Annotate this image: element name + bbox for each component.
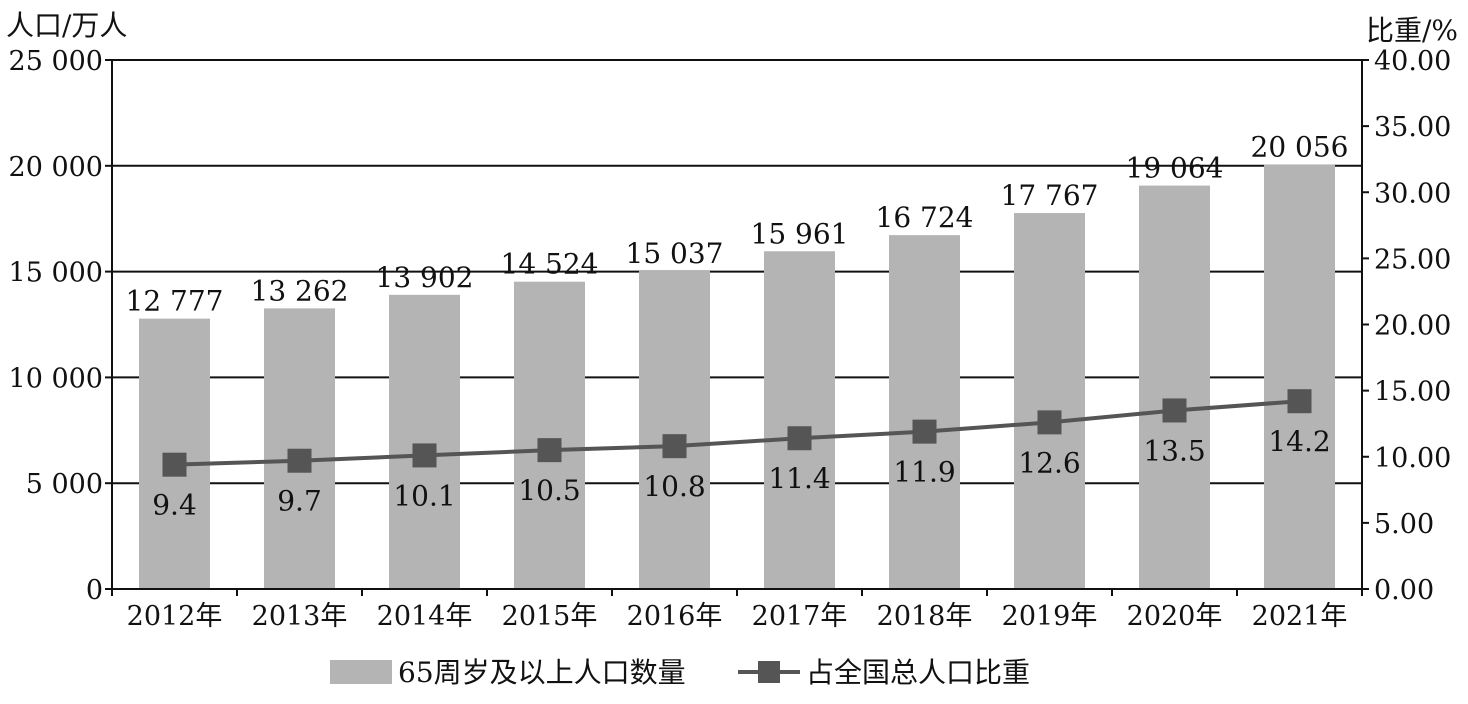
bar [889,235,960,589]
y-axis-title: 人口/万人 [6,9,127,42]
line-value-label: 10.1 [393,479,455,512]
y2-tick-label: 35.00 [1374,112,1451,143]
y2-axis-title: 比重/% [1366,14,1458,47]
line-data-labels: 9.4 9.7 10.1 10.5 10.8 11.4 11.9 12.6 13.5 14.2 [152,425,1330,521]
x-tick-label: 2018年 [877,601,973,632]
y-tick-label: 10 000 [9,363,103,394]
x-tick-label: 2014年 [377,601,473,632]
x-tick-label: 2020年 [1127,601,1223,632]
bar-value-label: 17 767 [1001,179,1099,212]
line-marker [1287,389,1312,414]
line-marker [412,443,437,468]
line-value-label: 12.6 [1018,446,1080,479]
legend-line-marker [758,661,780,683]
bar-data-labels: 12 777 13 262 13 902 14 524 15 037 15 961 16 7… [126,131,1349,318]
y2-tick-label: 20.00 [1374,311,1451,342]
bar-value-label: 16 724 [876,201,974,234]
y2-tick-label: 15.00 [1374,377,1451,408]
legend-bar-swatch [330,660,392,684]
x-tick-label: 2015年 [502,601,598,632]
line-marker [912,419,937,444]
line-value-label: 13.5 [1143,434,1205,467]
line-value-label: 11.9 [893,456,955,489]
bar [514,281,585,589]
x-tick-label: 2013年 [252,601,348,632]
y2-tick-label: 30.00 [1374,178,1451,209]
legend-bar-label: 65周岁及以上人口数量 [398,656,686,689]
line-value-label: 10.8 [643,470,705,503]
line-path [174,399,1300,467]
x-tick-label: 2019年 [1002,601,1098,632]
bar [1139,185,1210,589]
legend: 65周岁及以上人口数量 占全国总人口比重 [330,656,1030,689]
line-marker [1037,410,1062,435]
bar [389,294,460,589]
x-tick-label: 2012年 [127,601,223,632]
line-value-label: 9.7 [277,485,322,518]
y-tick-label: 0 [86,575,103,606]
bar-value-label: 12 777 [126,285,224,318]
bar-value-label: 20 056 [1251,131,1349,164]
bar-value-label: 15 037 [626,237,724,270]
y2-axis-ticks: 0.00 5.00 10.00 15.00 20.00 25.00 30.00 35.00 40… [1374,46,1451,606]
y2-tick-label: 25.00 [1374,244,1451,275]
line-marker [537,438,562,463]
line-value-label: 10.5 [518,474,580,507]
x-tick-label: 2016年 [627,601,723,632]
line-series [162,389,1312,477]
line-marker [1162,398,1187,423]
bar [1264,164,1335,589]
bar-value-label: 15 961 [751,217,849,250]
line-marker [287,448,312,473]
bar-value-label: 13 262 [251,274,349,307]
x-axis-ticks: 2012年 2013年 2014年 2015年 2016年 2017年 2018年 2019年… [127,601,1348,632]
legend-line-label: 占全国总人口比重 [806,656,1030,689]
bar [639,270,710,589]
y2-tick-label: 5.00 [1374,509,1434,540]
line-value-label: 9.4 [152,489,197,522]
y2-tick-label: 10.00 [1374,443,1451,474]
y-tick-label: 15 000 [9,258,103,289]
bar [264,308,335,589]
plot-frame [105,59,1369,596]
line-marker [662,434,687,459]
y2-tick-label: 40.00 [1374,46,1451,77]
x-tick-label: 2017年 [752,601,848,632]
y2-tick-label: 0.00 [1374,575,1434,606]
y-axis-ticks: 0 5 000 10 000 15 000 20 000 25 000 [9,46,103,606]
line-value-label: 14.2 [1268,425,1330,458]
y-tick-label: 25 000 [9,46,103,77]
x-tick-label: 2021年 [1252,601,1348,632]
line-value-label: 11.4 [768,462,830,495]
y-tick-label: 5 000 [26,469,103,500]
bar-value-label: 14 524 [501,248,599,281]
bar-series [139,164,1335,589]
line-marker [162,452,187,477]
bar [764,251,835,589]
y-tick-label: 20 000 [9,152,103,183]
bar-value-label: 19 064 [1126,152,1224,185]
line-marker [787,426,812,451]
bar-value-label: 13 902 [376,261,474,294]
bar [1014,213,1085,589]
